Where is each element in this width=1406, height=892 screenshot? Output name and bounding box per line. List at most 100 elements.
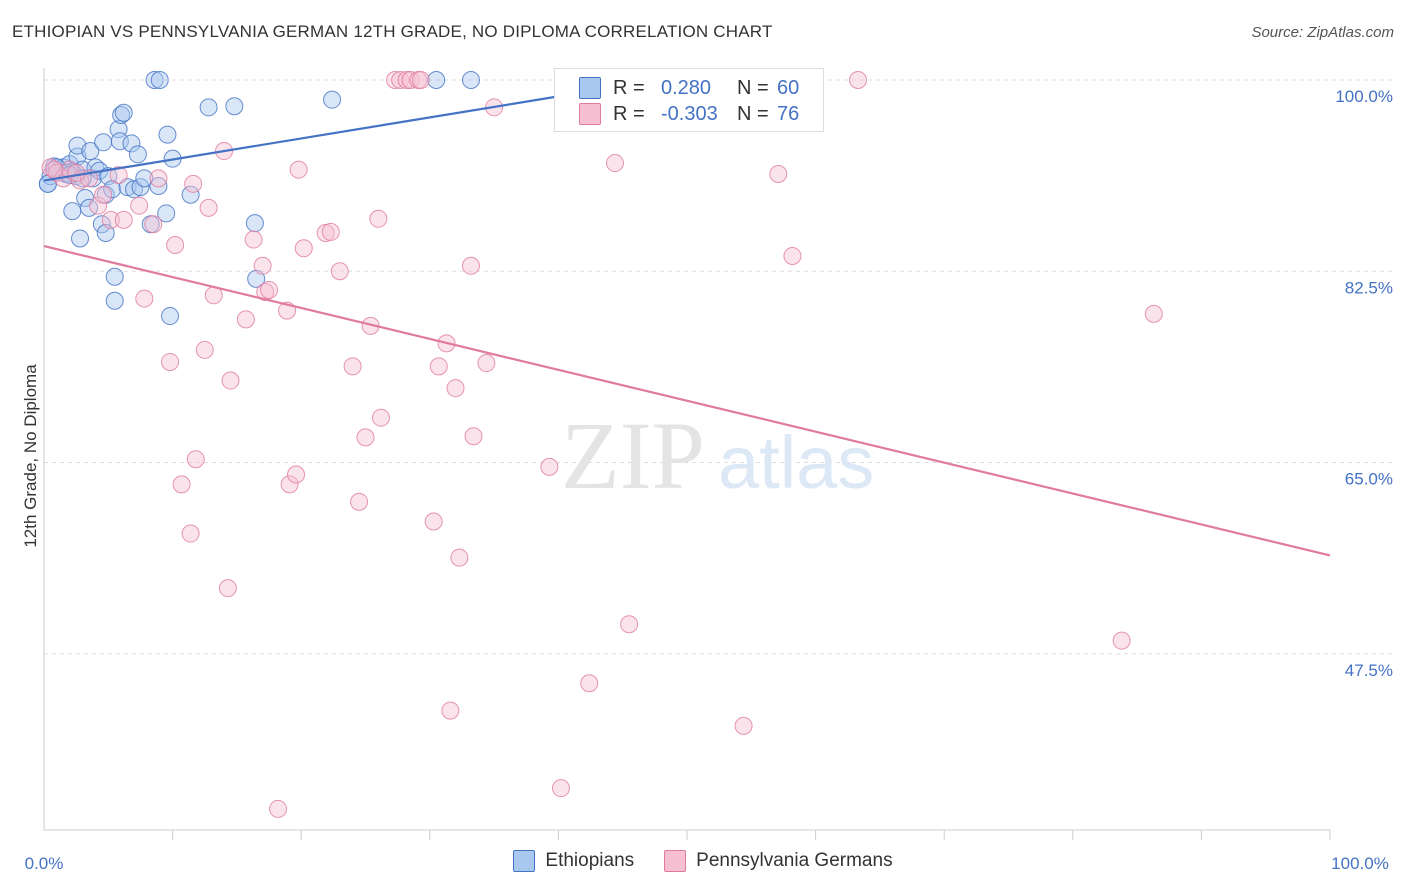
ethiopian-point — [105, 267, 124, 286]
pennsylvania-german-point — [391, 71, 410, 89]
pennsylvania-german-point — [605, 154, 624, 173]
ethiopian-point — [94, 133, 113, 152]
pennsylvania-german-point — [411, 71, 430, 89]
pennsylvania-german-point — [161, 352, 180, 371]
legend-swatch-ethiopians — [513, 850, 536, 872]
ethiopian-point — [150, 71, 169, 89]
pennsylvania-german-point — [181, 524, 200, 543]
legend-label-ethiopians: Ethiopians — [545, 850, 635, 871]
ethiopian-point — [63, 202, 82, 221]
pennsylvania-german-point — [186, 450, 205, 469]
pennsylvania-german-point — [149, 169, 168, 188]
ethiopian-point — [122, 134, 141, 153]
legend-label-pennsylvania-germans: Pennsylvania Germans — [696, 850, 893, 871]
pennsylvania-german-point — [144, 215, 163, 234]
pennsylvania-german-point — [109, 166, 128, 185]
pennsylvania-german-point — [172, 475, 191, 494]
x-tick-label: 100.0% — [1331, 854, 1389, 873]
ethiopian-point — [114, 103, 133, 122]
ethiopian-point — [461, 71, 480, 89]
axes — [43, 68, 1330, 831]
legend-row-ethiopians: R = 0.280 N = 60 — [579, 75, 799, 101]
ethiopian-point — [118, 178, 137, 197]
ethiopian-point — [92, 215, 111, 234]
ethiopian-point — [145, 71, 164, 89]
legend-r-value: 0.280 — [661, 76, 712, 99]
ethiopian-point — [110, 132, 129, 151]
pennsylvania-german-point — [236, 310, 255, 329]
pennsylvania-german-point — [184, 174, 203, 193]
ethiopian-point — [427, 71, 446, 89]
y-tick-label: 100.0% — [1335, 87, 1393, 106]
pennsylvania-german-point — [620, 615, 639, 634]
ethiopian-point — [125, 180, 144, 199]
pennsylvania-german-point — [1144, 304, 1163, 323]
source-label: Source: ZipAtlas.com — [1251, 24, 1394, 41]
pennsylvania-german-point — [1112, 631, 1131, 650]
legend-item-pennsylvania-germans[interactable]: Pennsylvania Germans — [664, 850, 893, 872]
ethiopian-point — [80, 198, 99, 217]
pennsylvania-german-point — [321, 222, 340, 241]
ethiopian-point — [199, 98, 218, 117]
ethiopian-point — [181, 185, 200, 204]
ethiopian-point — [149, 177, 168, 196]
ethiopian-point — [157, 204, 176, 223]
pennsylvania-german-point — [221, 371, 240, 390]
y-axis-label: 12th Grade, No Diploma — [21, 364, 40, 548]
ethiopian-point — [105, 291, 124, 310]
pennsylvania-german-point — [269, 799, 288, 818]
legend-r-label: R = — [613, 76, 645, 99]
pennsylvania-german-point — [199, 198, 218, 217]
legend-swatch-pennsylvania-germans — [579, 103, 601, 125]
ethiopian-point — [135, 169, 154, 188]
pennsylvania-german-point — [218, 579, 237, 598]
series-legend: Ethiopians Pennsylvania Germans — [0, 850, 1406, 872]
legend-n-label: N = — [737, 102, 769, 125]
pennsylvania-german-point — [551, 779, 570, 798]
legend-n-value: 60 — [777, 76, 800, 99]
pennsylvania-german-point — [783, 246, 802, 265]
pennsylvania-german-point — [130, 196, 149, 215]
ethiopian-point — [131, 178, 150, 197]
pennsylvania-german-point — [260, 280, 279, 299]
legend-swatch-ethiopians — [579, 77, 601, 99]
y-tick-label: 82.5% — [1345, 278, 1393, 297]
ethiopian-point — [161, 307, 180, 326]
pennsylvania-german-point — [446, 379, 465, 398]
ethiopian-point — [225, 97, 244, 116]
pennsylvania-german-point — [244, 230, 263, 249]
legend-n-value: 76 — [777, 102, 800, 125]
pennsylvania-german-point — [401, 71, 420, 89]
pennsylvania-german-point — [67, 163, 86, 182]
legend-row-pennsylvania-germans: R = -0.303 N = 76 — [579, 101, 799, 127]
pennsylvania-german-point — [195, 340, 214, 359]
pennsylvania-german-point — [114, 210, 133, 229]
pennsylvania-german-point — [450, 548, 469, 567]
legend-r-value: -0.303 — [661, 102, 718, 125]
ethiopian-point — [323, 90, 342, 109]
pennsylvania-german-point — [369, 209, 388, 228]
ethiopian-point — [158, 125, 177, 144]
legend-item-ethiopians[interactable]: Ethiopians — [513, 850, 634, 872]
pennsylvania-german-point — [477, 354, 496, 373]
pennsylvania-german-point — [429, 357, 448, 376]
pennsylvania-german-point — [464, 427, 483, 446]
pennsylvania-german-trend-line — [43, 245, 1331, 557]
chart-title: ETHIOPIAN VS PENNSYLVANIA GERMAN 12TH GR… — [12, 22, 773, 41]
pennsylvania-german-point — [89, 196, 108, 215]
pennsylvania-german-point — [769, 164, 788, 183]
data-points — [38, 71, 1163, 818]
pennsylvania-german-point — [101, 210, 120, 229]
watermark-zip: ZIP — [561, 402, 705, 509]
pennsylvania-german-point — [343, 357, 362, 376]
pennsylvania-german-point — [289, 160, 308, 179]
pennsylvania-german-point — [280, 475, 299, 494]
legend-n-label: N = — [737, 76, 769, 99]
pennsylvania-german-point — [94, 185, 113, 204]
pennsylvania-german-point — [253, 256, 272, 275]
y-tick-label: 65.0% — [1345, 470, 1393, 489]
pennsylvania-german-point — [441, 701, 460, 720]
ethiopian-point — [71, 229, 90, 248]
legend-swatch-pennsylvania-germans — [664, 850, 687, 872]
